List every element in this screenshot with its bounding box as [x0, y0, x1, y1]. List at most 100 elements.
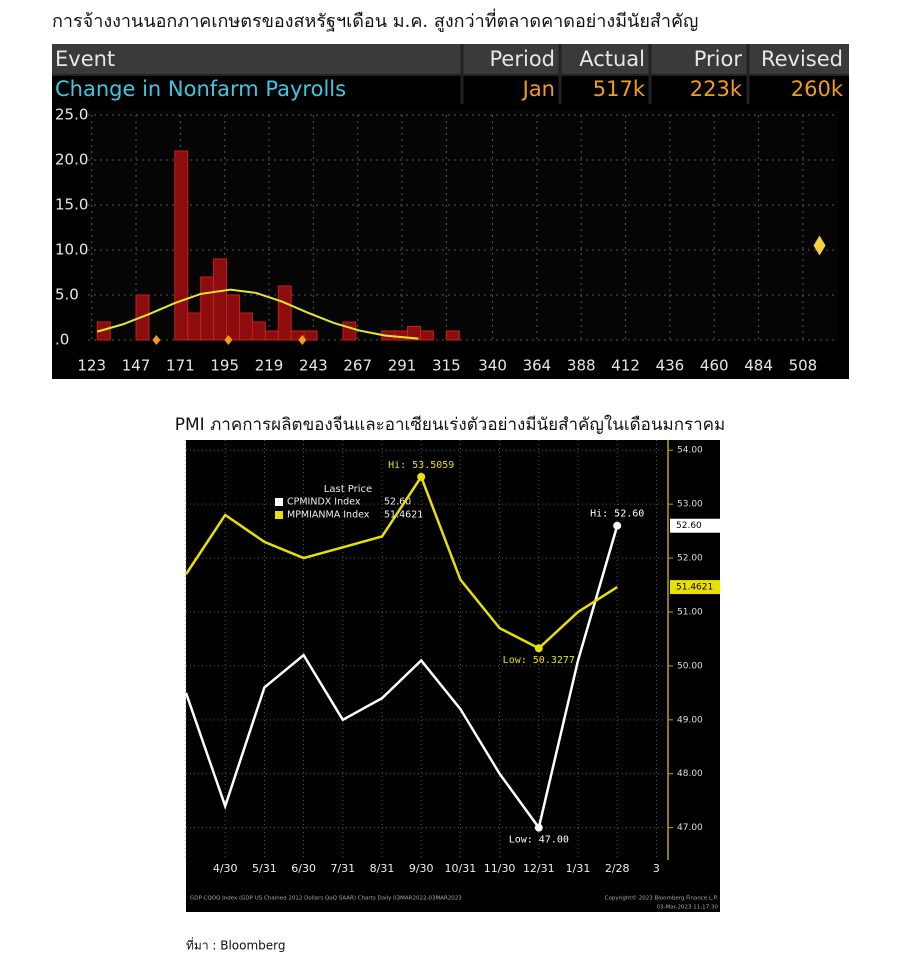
series-line: [184, 474, 618, 650]
x-tick-label: 1/31: [566, 862, 591, 875]
bar: [200, 276, 215, 341]
bar: [394, 330, 409, 341]
bar: [303, 330, 318, 341]
x-tick-label: 8/31: [370, 862, 395, 875]
annotation-point: [534, 823, 543, 832]
x-tick-label: 267: [343, 357, 372, 375]
annotation-point: [417, 472, 426, 481]
y-tick-label: 15.0: [55, 196, 88, 214]
y-tick-label: 52.00: [677, 554, 703, 564]
bar: [174, 150, 189, 341]
legend-swatch: [275, 498, 283, 506]
x-tick-label: 388: [567, 357, 596, 375]
x-tick-label: 7/31: [330, 862, 355, 875]
x-tick-label: 219: [255, 357, 284, 375]
x-tick-label: 123: [77, 357, 106, 375]
legend-label: CPMINDX Index: [287, 497, 361, 508]
table-header: Prior: [694, 47, 743, 71]
x-tick-label: 243: [299, 357, 328, 375]
x-tick-label: 340: [478, 357, 507, 375]
axis-tag: [670, 580, 720, 595]
legend-value: 51.4621: [384, 510, 423, 521]
y-tick-label: 49.00: [677, 715, 703, 725]
y-tick-label: 53.00: [677, 500, 703, 510]
axis-tag: [670, 518, 720, 533]
axis-tag-label: 52.60: [676, 521, 702, 531]
x-tick-label: 147: [122, 357, 151, 375]
chart-title: PMI ภาคการผลิตของจีนและอาเซียนเร่งตัวอย่…: [175, 414, 726, 435]
table-cell: Jan: [521, 77, 555, 101]
bar: [213, 258, 228, 341]
footnote: 03-Mar-2023 11:17:30: [657, 905, 719, 911]
y-tick-label: .0: [55, 331, 69, 349]
x-tick-label: 460: [700, 357, 729, 375]
annotation-point: [613, 521, 622, 530]
y-tick-label: 5.0: [55, 286, 79, 304]
footnote: GDP CQOQ Index (GDP US Chained 2012 Doll…: [190, 896, 462, 902]
y-tick-label: 50.00: [677, 661, 703, 671]
annotation: Hi: 53.5059: [388, 460, 454, 471]
annotation-point: [534, 644, 543, 653]
y-tick-label: 51.00: [677, 607, 703, 617]
bar: [277, 285, 292, 341]
legend-title: Last Price: [324, 484, 372, 495]
x-tick-label: 171: [166, 357, 195, 375]
annotation: Hi: 52.60: [590, 509, 644, 520]
legend-label: MPMIANMA Index: [287, 510, 370, 521]
axis-tag-label: 51.4621: [676, 583, 713, 593]
series-line: [184, 525, 619, 831]
x-tick-label: 9/30: [409, 862, 434, 875]
bar: [238, 312, 253, 341]
y-tick-label: 25.0: [55, 106, 88, 124]
x-tick-label: 412: [611, 357, 640, 375]
table-header: Event: [55, 47, 115, 71]
bar: [226, 294, 240, 341]
x-tick-label: 10/31: [445, 862, 477, 875]
bar: [342, 321, 357, 341]
y-tick-label: 20.0: [55, 151, 88, 169]
x-tick-label: 5/31: [252, 862, 277, 875]
x-tick-label: 364: [523, 357, 552, 375]
annotation: Low: 47.00: [509, 835, 569, 846]
bar: [445, 330, 460, 341]
bar: [251, 321, 266, 341]
y-tick-label: 54.00: [677, 446, 703, 456]
table-cell: Change in Nonfarm Payrolls: [55, 77, 346, 101]
table-header: Period: [490, 47, 555, 71]
fit-curve: [96, 288, 419, 340]
x-tick-label: 315: [432, 357, 461, 375]
annotation: Low: 50.3277: [503, 655, 575, 666]
x-tick-label: 436: [656, 357, 685, 375]
x-tick-label: 2/28: [605, 862, 630, 875]
legend-value: 52.60: [384, 497, 411, 508]
x-tick-label: 291: [388, 357, 417, 375]
legend-swatch: [275, 511, 283, 519]
table-header-bg: [52, 44, 849, 74]
table-header: Revised: [761, 47, 843, 71]
bar: [264, 330, 279, 341]
bar: [187, 312, 202, 341]
footnote: Copyright© 2023 Bloomberg Finance L.P.: [605, 895, 719, 902]
y-tick-label: 47.00: [677, 823, 703, 833]
y-tick-label: 10.0: [55, 241, 88, 259]
chart-title: การจ้างงานนอกภาคเกษตรของสหรัฐฯเดือน ม.ค.…: [52, 8, 698, 32]
x-tick-label: 6/30: [291, 862, 316, 875]
x-tick-label: 484: [744, 357, 773, 375]
marker: [224, 335, 233, 345]
table-cell: 517k: [593, 77, 646, 101]
table-header: Actual: [579, 47, 645, 71]
marker: [298, 335, 307, 345]
x-tick-label: 4/30: [213, 862, 238, 875]
bar: [420, 330, 434, 341]
x-tick-label: 11/30: [484, 862, 516, 875]
x-tick-label: 508: [789, 357, 818, 375]
source: ที่มา : Bloomberg: [186, 937, 286, 953]
x-tick-label: 195: [210, 357, 239, 375]
table-cell: 223k: [690, 77, 743, 101]
marker: [152, 335, 161, 345]
x-tick-label: 3: [653, 862, 660, 875]
y-tick-label: 48.00: [677, 769, 703, 779]
x-tick-label: 12/31: [523, 862, 555, 875]
